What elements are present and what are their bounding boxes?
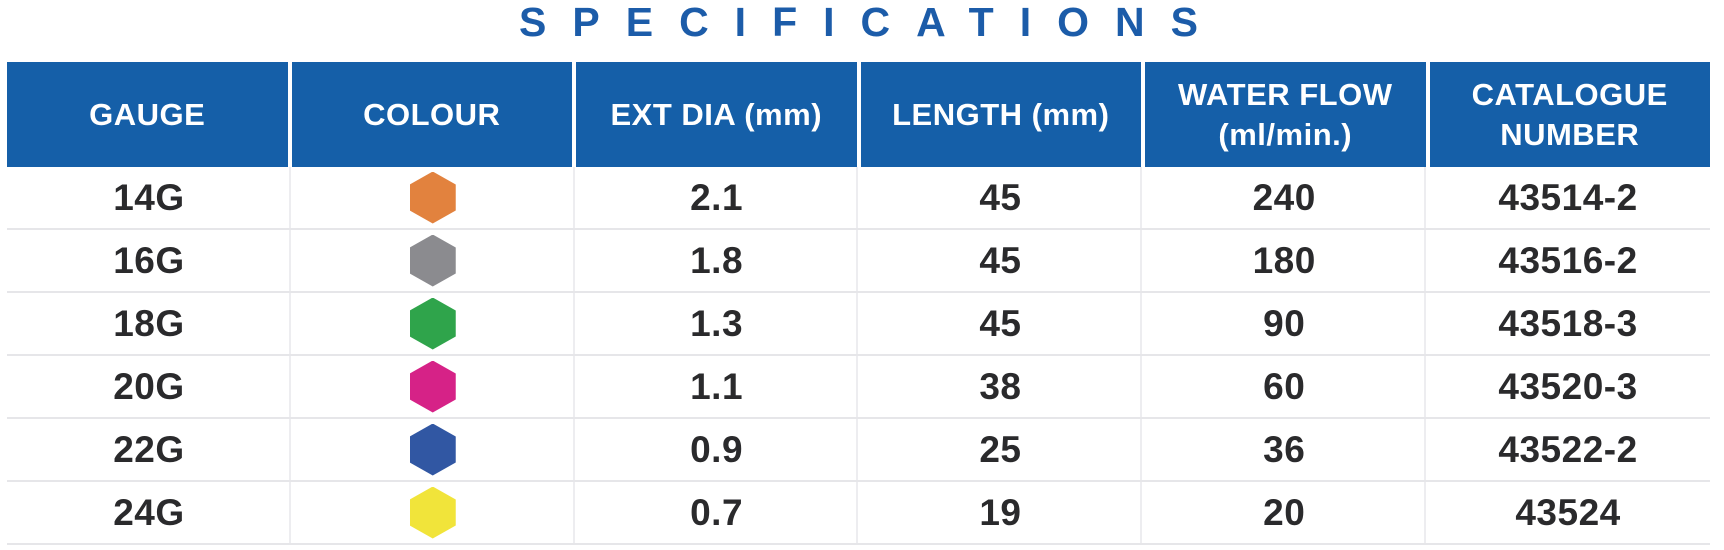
table-header-row: GAUGE COLOUR EXT DIA (mm) LENGTH (mm) WA… [7,62,1710,167]
cell-gauge: 24G [113,491,185,533]
column-header-ext-dia: EXT DIA (mm) [576,62,857,167]
cell-gauge: 20G [113,365,185,407]
cell-length: 45 [856,293,1142,354]
cell-water-flow: 20 [1140,482,1426,543]
cell-water-flow: 90 [1140,293,1426,354]
table-row: 22G 0.9 25 36 43522-2 [7,419,1710,482]
cell-gauge: 14G [113,176,185,218]
colour-hexagon-icon [409,486,456,539]
colour-hexagon-icon [409,423,456,476]
cell-length: 25 [856,419,1142,480]
cell-gauge: 16G [113,239,185,281]
cell-catalogue: 43514-2 [1424,167,1710,228]
cell-water-flow: 240 [1140,167,1426,228]
cell-colour [288,356,575,417]
cell-catalogue: 43520-3 [1424,356,1710,417]
cell-length: 45 [856,230,1142,291]
table-row: 20G 1.1 38 60 43520-3 [7,356,1710,419]
page-title: SPECIFICATIONS [519,0,1224,45]
cell-length: 45 [856,167,1142,228]
cell-ext-dia: 0.7 [572,482,859,543]
cell-length: 19 [856,482,1142,543]
cell-ext-dia: 1.1 [572,356,859,417]
table-row: 16G 1.8 45 180 43516-2 [7,230,1710,293]
cell-gauge: 18G [113,302,185,344]
column-header-catalogue-number: CATALOGUE NUMBER [1429,62,1710,167]
cell-ext-dia: 2.1 [572,167,859,228]
cell-colour [288,167,575,228]
cell-colour [288,482,575,543]
table-body: 14G 2.1 45 240 43514-2 16G 1.8 45 180 43… [7,167,1710,545]
column-header-colour: COLOUR [291,62,572,167]
specifications-table: GAUGE COLOUR EXT DIA (mm) LENGTH (mm) WA… [7,62,1710,545]
colour-hexagon-icon [409,297,456,350]
cell-water-flow: 36 [1140,419,1426,480]
cell-catalogue: 43516-2 [1424,230,1710,291]
colour-hexagon-icon [409,171,456,224]
cell-ext-dia: 0.9 [572,419,859,480]
colour-hexagon-icon [409,234,456,287]
colour-hexagon-icon [409,360,456,413]
cell-colour [288,230,575,291]
cell-colour [288,419,575,480]
cell-ext-dia: 1.8 [572,230,859,291]
cell-length: 38 [856,356,1142,417]
cell-catalogue: 43524 [1424,482,1710,543]
column-header-gauge: GAUGE [7,62,288,167]
cell-catalogue: 43518-3 [1424,293,1710,354]
cell-water-flow: 60 [1140,356,1426,417]
table-row: 18G 1.3 45 90 43518-3 [7,293,1710,356]
cell-ext-dia: 1.3 [572,293,859,354]
table-row: 24G 0.7 19 20 43524 [7,482,1710,545]
table-row: 14G 2.1 45 240 43514-2 [7,167,1710,230]
column-header-water-flow: WATER FLOW (ml/min.) [1145,62,1426,167]
cell-gauge: 22G [113,428,185,470]
cell-water-flow: 180 [1140,230,1426,291]
cell-catalogue: 43522-2 [1424,419,1710,480]
column-header-length: LENGTH (mm) [860,62,1141,167]
cell-colour [288,293,575,354]
